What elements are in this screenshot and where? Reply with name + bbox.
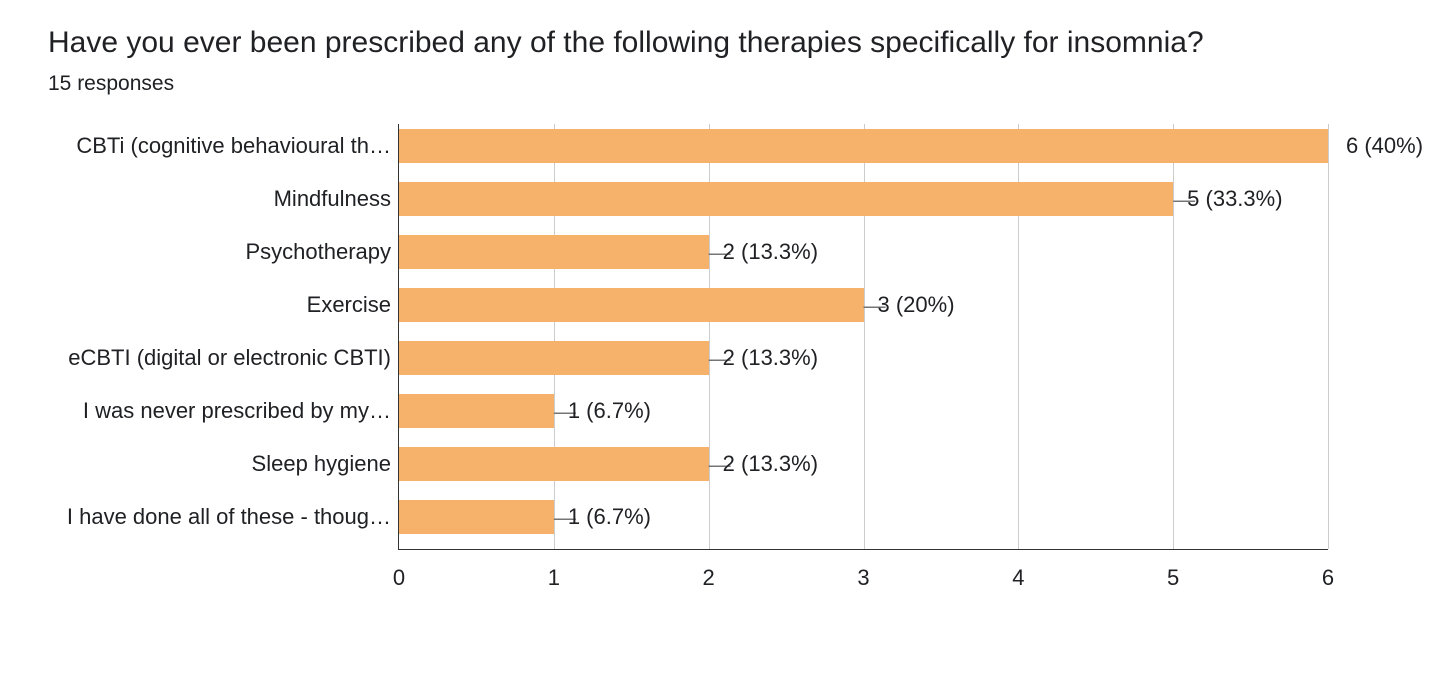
bar-value-label: 6 (40%) [1328,133,1423,159]
value-text: 2 (13.3%) [723,345,818,370]
x-axis-tick-label: 2 [703,549,715,591]
value-leader-dash: — [709,348,723,370]
bar-row: I have done all of these - thoug…—1 (6.7… [399,500,1328,534]
x-axis-tick-label: 0 [393,549,405,591]
category-label: Mindfulness [49,186,399,212]
category-label: Psychotherapy [49,239,399,265]
value-text: 1 (6.7%) [568,504,651,529]
bar: —1 (6.7%) [399,500,554,534]
category-label: CBTi (cognitive behavioural th… [49,133,399,159]
bar: —1 (6.7%) [399,394,554,428]
value-leader-dash: — [554,507,568,529]
bar-value-label: —2 (13.3%) [709,451,818,477]
bar: —2 (13.3%) [399,235,709,269]
bar-row: Mindfulness—5 (33.3%) [399,182,1328,216]
category-label: eCBTI (digital or electronic CBTI) [49,345,399,371]
value-text: 1 (6.7%) [568,398,651,423]
bar-value-label: —1 (6.7%) [554,504,651,530]
bar: —3 (20%) [399,288,864,322]
bar: —5 (33.3%) [399,182,1173,216]
chart-container: Have you ever been prescribed any of the… [0,0,1456,634]
value-text: 2 (13.3%) [723,451,818,476]
value-text: 3 (20%) [878,292,955,317]
bar-row: Sleep hygiene—2 (13.3%) [399,447,1328,481]
bar-row: Psychotherapy—2 (13.3%) [399,235,1328,269]
bar-row: eCBTI (digital or electronic CBTI)—2 (13… [399,341,1328,375]
bar: 6 (40%) [399,129,1328,163]
x-axis-tick-label: 1 [548,549,560,591]
category-label: I have done all of these - thoug… [49,504,399,530]
x-axis-tick-label: 6 [1322,549,1334,591]
bar: —2 (13.3%) [399,447,709,481]
bar-value-label: —5 (33.3%) [1173,186,1282,212]
value-leader-dash: — [864,295,878,317]
bar-row: CBTi (cognitive behavioural th…6 (40%) [399,129,1328,163]
value-leader-dash: — [1173,189,1187,211]
value-leader-dash: — [554,401,568,423]
value-leader-dash: — [709,454,723,476]
bar-value-label: —1 (6.7%) [554,398,651,424]
gridline [1328,124,1329,549]
plot-region: 0123456CBTi (cognitive behavioural th…6 … [398,124,1328,550]
bar: —2 (13.3%) [399,341,709,375]
bar-value-label: —3 (20%) [864,292,955,318]
category-label: Sleep hygiene [49,451,399,477]
x-axis-tick-label: 5 [1167,549,1179,591]
bar-row: I was never prescribed by my…—1 (6.7%) [399,394,1328,428]
chart-area: 0123456CBTi (cognitive behavioural th…6 … [398,124,1328,604]
x-axis-tick-label: 4 [1012,549,1024,591]
bar-value-label: —2 (13.3%) [709,239,818,265]
value-text: 2 (13.3%) [723,239,818,264]
value-text: 5 (33.3%) [1187,186,1282,211]
category-label: Exercise [49,292,399,318]
bar-value-label: —2 (13.3%) [709,345,818,371]
category-label: I was never prescribed by my… [49,398,399,424]
value-leader-dash: — [709,242,723,264]
bar-row: Exercise—3 (20%) [399,288,1328,322]
chart-title: Have you ever been prescribed any of the… [48,26,1408,60]
chart-subtitle: 15 responses [48,72,1408,96]
x-axis-tick-label: 3 [857,549,869,591]
